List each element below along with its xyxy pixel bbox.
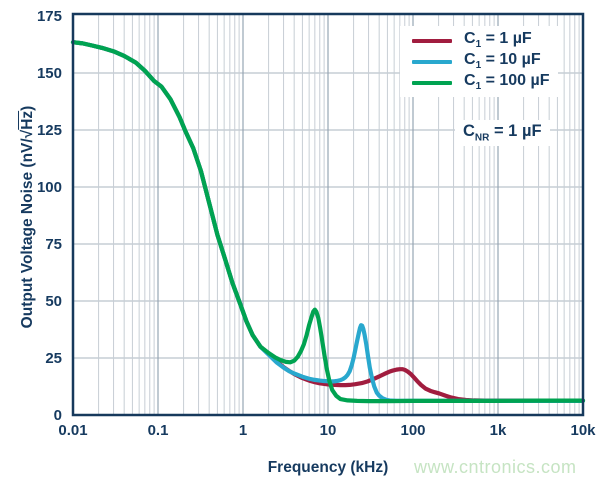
series-curves <box>70 40 586 404</box>
watermark: www.cntronics.com <box>414 457 577 477</box>
y-tick-label: 50 <box>45 293 62 310</box>
legend-swatch-maroon <box>412 38 452 43</box>
x-tick-label: 0.1 <box>147 422 169 439</box>
y-tick-label: 100 <box>36 179 62 196</box>
x-tick-label: 10k <box>570 422 596 439</box>
legend-item-c1-1uf: C1 = 1 µF <box>412 30 550 51</box>
legend-item-c1-100uf: C1 = 100 µF <box>412 72 550 93</box>
cnr-annotation: CNR = 1 µF <box>455 120 550 147</box>
legend-item-c1-10uf: C1 = 10 µF <box>412 51 550 72</box>
x-tick-label: 10 <box>319 422 337 439</box>
y-axis-title: Output Voltage Noise (nV/√Hz) <box>19 105 36 329</box>
x-tick-label: 1k <box>489 422 507 439</box>
y-tick-label: 175 <box>36 8 62 25</box>
y-tick-label: 150 <box>36 65 62 82</box>
plot-frame <box>71 12 585 417</box>
legend: C1 = 1 µF C1 = 10 µF C1 = 100 µF <box>400 26 558 97</box>
x-tick-label: 0.01 <box>58 422 88 439</box>
x-tick-label: 1 <box>238 422 248 439</box>
y-tick-label: 125 <box>36 122 62 139</box>
series-line-2 <box>70 40 586 404</box>
legend-swatch-cyan <box>412 59 452 64</box>
y-tick-label: 75 <box>45 236 62 253</box>
x-axis-title: Frequency (kHz) <box>267 459 389 476</box>
legend-swatch-green <box>412 80 452 85</box>
legend-label: C1 = 1 µF <box>464 29 532 51</box>
legend-label: C1 = 100 µF <box>464 71 550 93</box>
y-tick-label: 0 <box>53 407 62 424</box>
x-tick-label: 100 <box>400 422 426 439</box>
y-tick-label: 25 <box>45 350 62 367</box>
legend-label: C1 = 10 µF <box>464 50 541 72</box>
